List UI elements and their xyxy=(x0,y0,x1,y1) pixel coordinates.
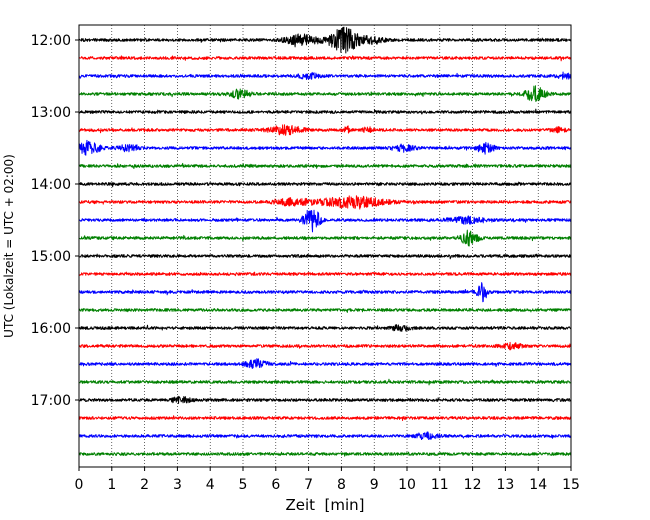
x-tick-label: 12 xyxy=(464,477,482,493)
seismogram-trace xyxy=(78,209,572,233)
seismogram-trace xyxy=(78,271,572,277)
x-tick-label: 14 xyxy=(529,477,547,493)
x-tick-label: 3 xyxy=(173,477,182,493)
seismogram-trace xyxy=(78,415,572,421)
x-tick-label: 0 xyxy=(75,477,84,493)
seismogram-trace xyxy=(78,358,572,369)
seismogram-trace xyxy=(78,431,572,441)
x-axis-label: Zeit [min] xyxy=(285,496,364,514)
y-tick-label: 14:00 xyxy=(31,177,71,193)
seismogram-trace xyxy=(78,229,572,247)
seismogram-trace xyxy=(78,253,572,260)
seismogram-trace xyxy=(78,55,572,62)
seismogram-trace xyxy=(78,395,572,404)
plot-frame xyxy=(78,24,572,468)
x-tick-label: 10 xyxy=(398,477,416,493)
x-tick-label: 9 xyxy=(370,477,379,493)
seismogram-trace xyxy=(78,195,572,210)
y-axis-ticks: 12:00 13:00 14:00 15:00 16:00 17:00 xyxy=(31,33,79,409)
y-tick-label: 13:00 xyxy=(31,105,71,121)
seismogram-trace xyxy=(78,108,572,115)
x-axis-ticks: 0 1 2 3 4 5 6 7 8 9 10 11 12 13 14 15 xyxy=(75,467,580,493)
x-tick-label: 15 xyxy=(562,477,580,493)
y-axis-label: UTC (Lokalzeit = UTC + 02:00) xyxy=(2,154,16,338)
seismogram-trace xyxy=(78,308,572,313)
y-tick-label: 16:00 xyxy=(31,321,71,337)
seismogram-trace xyxy=(78,341,572,351)
seismogram-trace xyxy=(78,282,572,303)
x-tick-label: 6 xyxy=(271,477,280,493)
seismogram-trace xyxy=(78,451,572,457)
x-tick-label: 11 xyxy=(431,477,449,493)
seismogram-trace xyxy=(78,378,572,386)
x-tick-label: 4 xyxy=(206,477,215,493)
y-tick-label: 17:00 xyxy=(31,393,71,409)
x-tick-label: 13 xyxy=(496,477,514,493)
seismogram-trace xyxy=(78,71,572,80)
x-tick-label: 5 xyxy=(239,477,248,493)
seismogram-trace xyxy=(78,181,572,188)
seismogram-trace xyxy=(78,162,572,169)
seismogram-trace xyxy=(78,139,572,156)
x-tick-label: 8 xyxy=(337,477,346,493)
y-tick-label: 12:00 xyxy=(31,33,71,49)
seismogram-traces xyxy=(78,26,572,457)
seismogram-trace xyxy=(78,26,572,54)
x-tick-label: 7 xyxy=(304,477,313,493)
seismogram-trace xyxy=(78,85,572,102)
x-tick-label: 2 xyxy=(140,477,149,493)
y-tick-label: 15:00 xyxy=(31,249,71,265)
seismogram-trace xyxy=(78,124,572,136)
x-tick-label: 1 xyxy=(107,477,116,493)
seismogram-trace xyxy=(78,324,572,332)
